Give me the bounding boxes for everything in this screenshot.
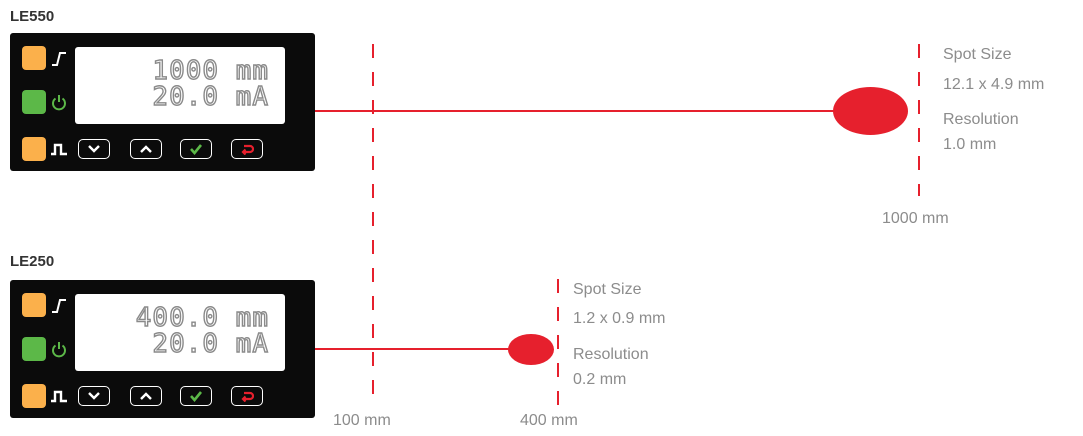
pulse-icon: [51, 143, 67, 156]
resolution-value-le250: 0.2 mm: [573, 371, 627, 388]
confirm-button[interactable]: [180, 139, 212, 159]
back-button[interactable]: [231, 386, 263, 406]
confirm-button[interactable]: [180, 386, 212, 406]
return-icon: [241, 391, 254, 402]
back-button[interactable]: [231, 139, 263, 159]
output-led: [22, 46, 46, 70]
pulse-icon: [51, 390, 67, 403]
current-readout: 20.0 mA: [135, 329, 269, 359]
current-readout: 20.0 mA: [135, 82, 269, 112]
chevron-down-icon: [88, 392, 100, 400]
lcd-screen: 1000 mm 20.0 mA: [75, 47, 285, 124]
rising-edge-icon: [52, 52, 66, 66]
spot-size-value-le550: 12.1 x 4.9 mm: [943, 76, 1045, 93]
laser-beam-le250: [315, 348, 515, 350]
sensor-display-le550: 1000 mm 20.0 mA: [10, 33, 315, 171]
down-button[interactable]: [78, 386, 110, 406]
chevron-down-icon: [88, 145, 100, 153]
distance-label-100mm: 100 mm: [333, 412, 391, 429]
lcd-screen: 400.0 mm 20.0 mA: [75, 294, 285, 371]
resolution-label-le250: Resolution: [573, 346, 649, 363]
model-label-le550: LE550: [10, 8, 55, 25]
check-icon: [190, 144, 203, 155]
check-icon: [190, 391, 203, 402]
power-icon: [52, 342, 66, 358]
model-label-le250: LE250: [10, 253, 55, 270]
power-led: [22, 90, 46, 114]
alarm-led: [22, 384, 46, 408]
return-icon: [241, 144, 254, 155]
output-led: [22, 293, 46, 317]
distance-marker-100mm: [372, 44, 374, 399]
distance-marker-400mm: [557, 279, 559, 407]
up-button[interactable]: [130, 386, 162, 406]
up-button[interactable]: [130, 139, 162, 159]
distance-label-400mm: 400 mm: [520, 412, 578, 429]
resolution-value-le550: 1.0 mm: [943, 136, 997, 153]
alarm-led: [22, 137, 46, 161]
distance-label-1000mm: 1000 mm: [882, 210, 949, 227]
resolution-label-le550: Resolution: [943, 111, 1019, 128]
laser-beam-le550: [315, 110, 845, 112]
laser-spot-le550: [833, 87, 908, 135]
distance-readout: 1000 mm: [152, 56, 269, 86]
distance-readout: 400.0 mm: [135, 303, 269, 333]
spot-size-label-le550: Spot Size: [943, 46, 1012, 63]
spot-size-label-le250: Spot Size: [573, 281, 642, 298]
power-led: [22, 337, 46, 361]
laser-spot-le250: [508, 334, 554, 365]
power-icon: [52, 95, 66, 111]
spot-size-value-le250: 1.2 x 0.9 mm: [573, 310, 666, 327]
chevron-up-icon: [140, 392, 152, 400]
down-button[interactable]: [78, 139, 110, 159]
distance-marker-1000mm: [918, 44, 920, 196]
rising-edge-icon: [52, 299, 66, 313]
sensor-display-le250: 400.0 mm 20.0 mA: [10, 280, 315, 418]
chevron-up-icon: [140, 145, 152, 153]
